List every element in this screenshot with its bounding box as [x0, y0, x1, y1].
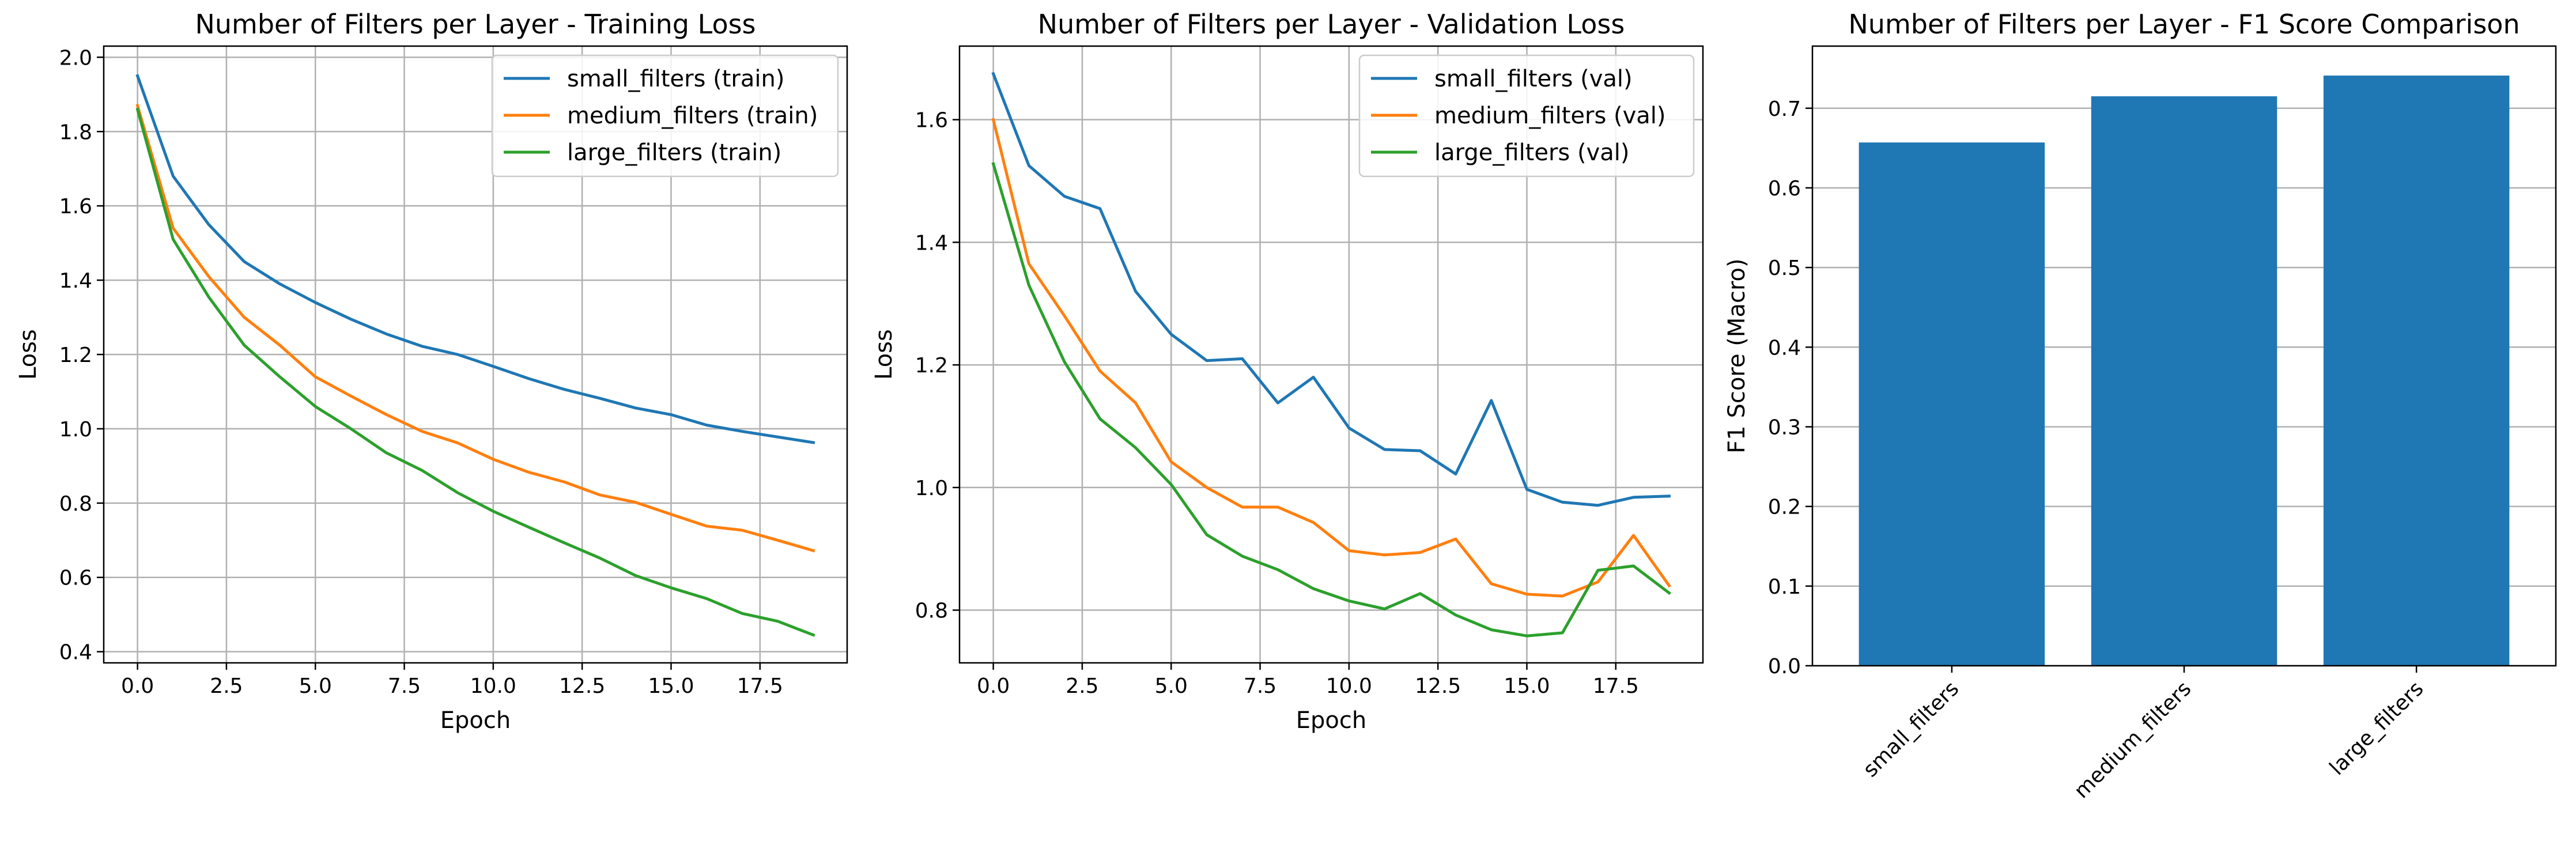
training-loss-chart: 0.0 2.5 5.0 7.5 10.0 12.5 15.0 17.5 0.4 0.6 0.8 1.0… [15, 9, 848, 734]
y-tick-label: 0.4 [1768, 336, 1801, 360]
legend: small_filters (train) medium_filters (tra… [491, 54, 839, 178]
x-tick-label: 0.0 [121, 674, 154, 698]
x-tick-label: 5.0 [299, 674, 332, 698]
x-tick-label: large_filters [2325, 677, 2428, 780]
legend-entry: small_filters (train) [567, 66, 784, 92]
legend-entry: small_filters (val) [1434, 66, 1633, 92]
x-tick-label: 7.5 [1244, 674, 1276, 698]
y-tick-label: 1.4 [59, 269, 92, 293]
legend-entry: large_filters (val) [1434, 139, 1629, 166]
y-tick-label: 1.0 [59, 418, 92, 442]
x-axis-label: Epoch [440, 707, 511, 734]
validation-loss-chart: 0.0 2.5 5.0 7.5 10.0 12.5 15.0 17.5 0.8 1.0 1.2 1.4… [871, 9, 1704, 734]
y-tick-label: 0.8 [915, 599, 948, 623]
y-tick-label: 0.6 [59, 567, 92, 590]
y-axis-label: Loss [15, 329, 41, 380]
legend-entry: large_filters (train) [567, 139, 781, 166]
x-tick-label: 10.0 [470, 674, 516, 698]
y-tick-label: 1.6 [59, 195, 92, 218]
x-tick-label: 15.0 [648, 674, 694, 698]
x-tick-label: 12.5 [559, 674, 605, 698]
bar-small_filters [1859, 142, 2045, 666]
x-tick-label: 15.0 [1504, 674, 1550, 698]
x-tick-label: small_filters [1859, 677, 1963, 782]
y-tick-label: 0.7 [1768, 97, 1801, 121]
x-tick-label: medium_filters [2070, 677, 2196, 803]
y-tick-label: 1.0 [915, 477, 948, 500]
f1-score-chart: 0.0 0.1 0.2 0.3 0.4 0.5 0.6 0.7 small_filters med… [1724, 9, 2557, 803]
series-line-medium_filters [991, 118, 1671, 598]
y-axis-label: F1 Score (Macro) [1724, 258, 1750, 453]
plot-frame [958, 45, 1704, 664]
x-tick-label: 17.5 [1593, 674, 1639, 698]
x-tick-label: 0.0 [977, 674, 1010, 698]
legend-entry: medium_filters (train) [567, 103, 818, 129]
y-tick-label: 0.5 [1768, 256, 1801, 280]
chart-title: Number of Filters per Layer - Validation… [1038, 9, 1625, 40]
series-line-medium_filters [135, 104, 815, 553]
x-tick-label: 10.0 [1326, 674, 1372, 698]
y-tick-label: 0.4 [59, 641, 92, 665]
x-tick-label: 5.0 [1155, 674, 1188, 698]
y-tick-label: 0.0 [1768, 655, 1801, 678]
series-line-small_filters [135, 74, 815, 444]
y-tick-label: 0.1 [1768, 575, 1801, 599]
series-line-large_filters [991, 162, 1671, 637]
y-tick-label: 1.8 [59, 120, 92, 144]
x-tick-label: 17.5 [737, 674, 783, 698]
x-tick-label: 2.5 [210, 674, 243, 698]
y-axis-label: Loss [871, 329, 897, 380]
y-tick-label: 1.4 [915, 231, 948, 255]
y-tick-label: 2.0 [59, 46, 92, 70]
series-line-large_filters [135, 107, 815, 637]
y-tick-label: 1.2 [915, 354, 948, 378]
y-tick-label: 0.6 [1768, 177, 1801, 201]
legend-box [1358, 54, 1695, 178]
y-tick-label: 1.6 [915, 109, 948, 133]
x-tick-label: 2.5 [1066, 674, 1098, 698]
legend-entry: medium_filters (val) [1434, 103, 1666, 129]
legend-box [491, 54, 839, 178]
y-tick-label: 0.8 [59, 492, 92, 516]
bar-large_filters [2323, 76, 2510, 666]
y-tick-label: 1.2 [59, 344, 92, 367]
chart-title: Number of Filters per Layer - F1 Score C… [1848, 9, 2520, 40]
x-tick-label: 12.5 [1415, 674, 1461, 698]
y-tick-label: 0.2 [1768, 496, 1801, 519]
x-tick-label: 7.5 [388, 674, 421, 698]
chart-title: Number of Filters per Layer - Training L… [195, 9, 756, 40]
x-axis-label: Epoch [1296, 707, 1366, 734]
bar-medium_filters [2091, 96, 2277, 666]
y-tick-label: 0.3 [1768, 416, 1801, 439]
series-line-small_filters [991, 71, 1671, 507]
legend: small_filters (val) medium_filters (val) l… [1358, 54, 1695, 178]
